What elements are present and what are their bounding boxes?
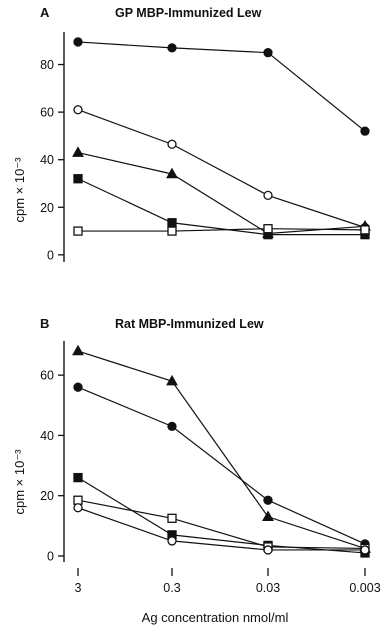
open-circle-marker [167, 536, 177, 546]
open-square-marker [167, 226, 177, 236]
panel-title: Rat MBP-Immunized Lew [115, 317, 264, 331]
series-filled-square [73, 174, 370, 240]
panel-b: B Rat MBP-Immunized Lew 0 20 40 60 cpm × 10⁻³ 3… [12, 316, 381, 595]
open-circle-marker [167, 139, 177, 149]
filled-circle-marker [167, 421, 177, 432]
x-tick-label: 0.3 [163, 581, 180, 595]
filled-circle-marker [360, 126, 370, 136]
filled-circle-marker [263, 495, 273, 505]
series-line [77, 386, 366, 545]
open-square-marker [73, 226, 83, 236]
series-filled-triangle [72, 146, 371, 238]
filled-triangle-marker [166, 374, 178, 386]
x-tick-label: 0.03 [256, 581, 280, 595]
filled-circle-marker [167, 43, 177, 53]
series-line [77, 350, 366, 550]
series-open-circle [73, 503, 370, 555]
series-line [77, 499, 366, 550]
y-tick-label: 60 [40, 369, 54, 383]
y-tick-label: 20 [40, 489, 54, 503]
y-tick-label: 0 [47, 549, 54, 563]
open-square-marker [263, 224, 273, 234]
filled-square-marker [73, 472, 83, 483]
filled-triangle-marker [262, 510, 274, 522]
open-circle-marker [73, 105, 83, 115]
filled-square-marker [167, 218, 177, 228]
y-tick-label: 20 [40, 201, 54, 215]
x-axis-label: Ag concentration nmol/ml [142, 610, 289, 625]
panel-title: GP MBP-Immunized Lew [115, 6, 262, 20]
series-filled-circle [73, 382, 370, 549]
x-tick-label: 0.003 [349, 581, 380, 595]
open-circle-marker [263, 190, 273, 201]
filled-circle-marker [73, 37, 83, 47]
filled-circle-marker [263, 48, 273, 58]
series-open-circle [73, 105, 370, 233]
open-circle-marker [263, 545, 273, 555]
open-square-marker [73, 495, 83, 505]
series-filled-square [73, 472, 370, 558]
panel-letter: B [40, 316, 49, 331]
series-line [77, 477, 366, 554]
x-tick-label: 3 [75, 581, 82, 595]
y-axis-label: cpm × 10⁻³ [12, 157, 27, 223]
panel-a: A GP MBP-Immunized Lew 0 20 40 60 80 cpm × 10⁻³ [12, 5, 371, 262]
series-line [77, 151, 366, 235]
y-tick-label: 0 [47, 248, 54, 262]
series-open-square [73, 224, 370, 236]
open-circle-marker [73, 503, 83, 513]
y-tick-label: 80 [40, 58, 54, 72]
open-square-marker [167, 513, 177, 523]
series-filled-circle [73, 37, 370, 136]
panel-letter: A [40, 5, 50, 20]
y-tick-label: 40 [40, 429, 54, 443]
series-line [77, 507, 365, 551]
series-line [77, 178, 365, 236]
y-tick-label: 40 [40, 153, 54, 167]
series-line [78, 228, 366, 232]
series-open-square [73, 495, 370, 554]
series-line [77, 109, 366, 229]
filled-circle-marker [73, 382, 83, 392]
filled-triangle-marker [72, 146, 84, 157]
filled-triangle-marker [166, 167, 178, 179]
open-square-marker [360, 225, 370, 235]
filled-triangle-marker [72, 344, 84, 356]
open-circle-marker [360, 545, 370, 555]
y-axis-label: cpm × 10⁻³ [12, 449, 27, 515]
y-tick-label: 60 [40, 106, 54, 120]
filled-square-marker [73, 174, 83, 184]
series-line [77, 41, 366, 132]
